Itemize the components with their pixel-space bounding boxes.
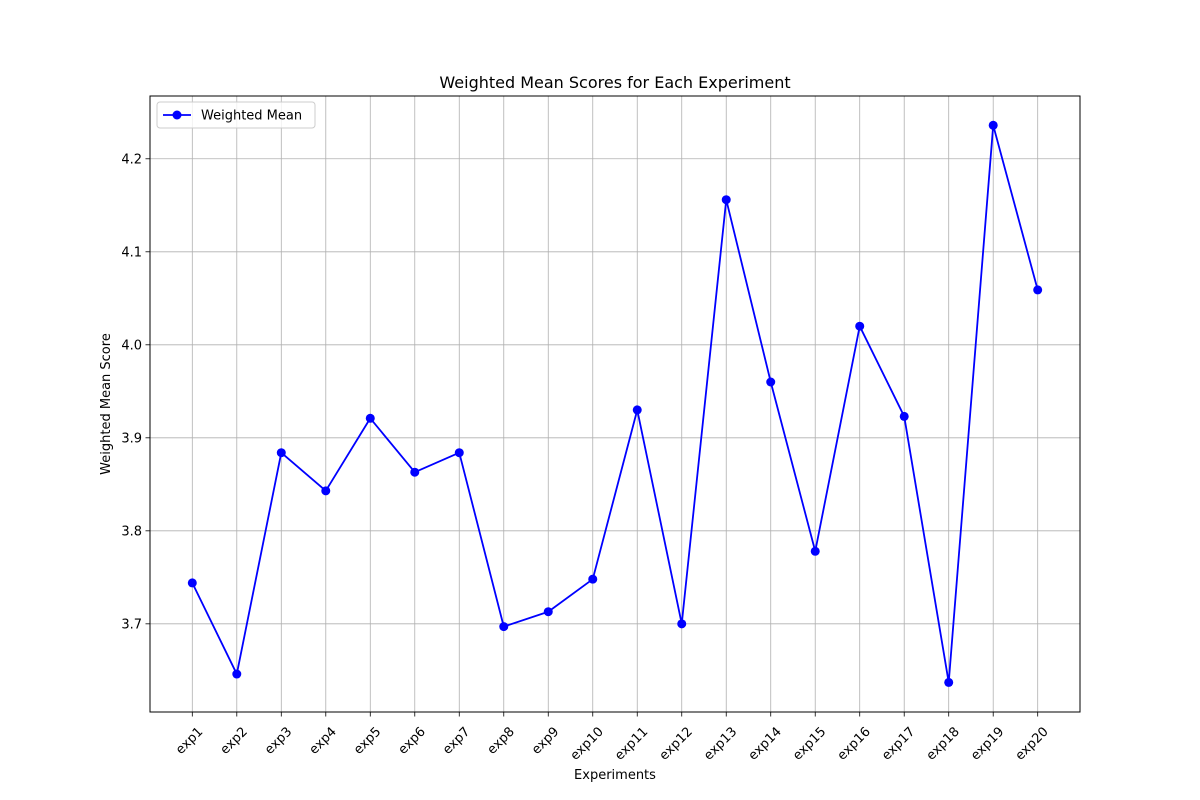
- grid: [150, 96, 1080, 712]
- data-point: [810, 546, 820, 556]
- data-point: [944, 677, 954, 687]
- data-point: [410, 467, 420, 477]
- y-tick-label: 3.9: [121, 431, 142, 446]
- data-point: [588, 574, 598, 584]
- data-point: [321, 486, 331, 496]
- y-tick-label: 3.8: [121, 524, 142, 539]
- data-point: [766, 377, 776, 387]
- data-point: [899, 411, 909, 421]
- data-point: [187, 578, 197, 588]
- legend: Weighted Mean: [156, 101, 316, 129]
- legend-label: Weighted Mean: [201, 109, 302, 124]
- data-point: [454, 448, 464, 458]
- y-axis-label: Weighted Mean Score: [99, 333, 114, 475]
- data-point: [677, 619, 687, 629]
- data-point: [721, 195, 731, 205]
- y-axis-ticks: 3.7 3.8 3.9 4.0 4.1 4.2: [121, 152, 150, 632]
- data-point: [365, 413, 375, 423]
- data-point: [232, 669, 242, 679]
- series-line: [191, 124, 1039, 684]
- y-tick-label: 4.0: [121, 338, 142, 353]
- data-point: [1033, 285, 1043, 295]
- data-point: [276, 448, 286, 458]
- data-point: [543, 607, 553, 617]
- legend-marker-swatch: [172, 110, 182, 120]
- y-tick-label: 4.2: [121, 152, 142, 167]
- data-point: [988, 120, 998, 130]
- x-axis-label: Experiments: [574, 768, 656, 783]
- legend-box: [156, 101, 316, 129]
- series-layer: [187, 120, 1043, 687]
- data-point: [499, 622, 509, 632]
- chart-title: Weighted Mean Scores for Each Experiment: [439, 73, 790, 92]
- data-point: [855, 321, 865, 331]
- data-point: [632, 405, 642, 415]
- y-tick-label: 4.1: [121, 245, 142, 260]
- plot-area: [149, 95, 1081, 713]
- y-tick-label: 3.7: [121, 617, 142, 632]
